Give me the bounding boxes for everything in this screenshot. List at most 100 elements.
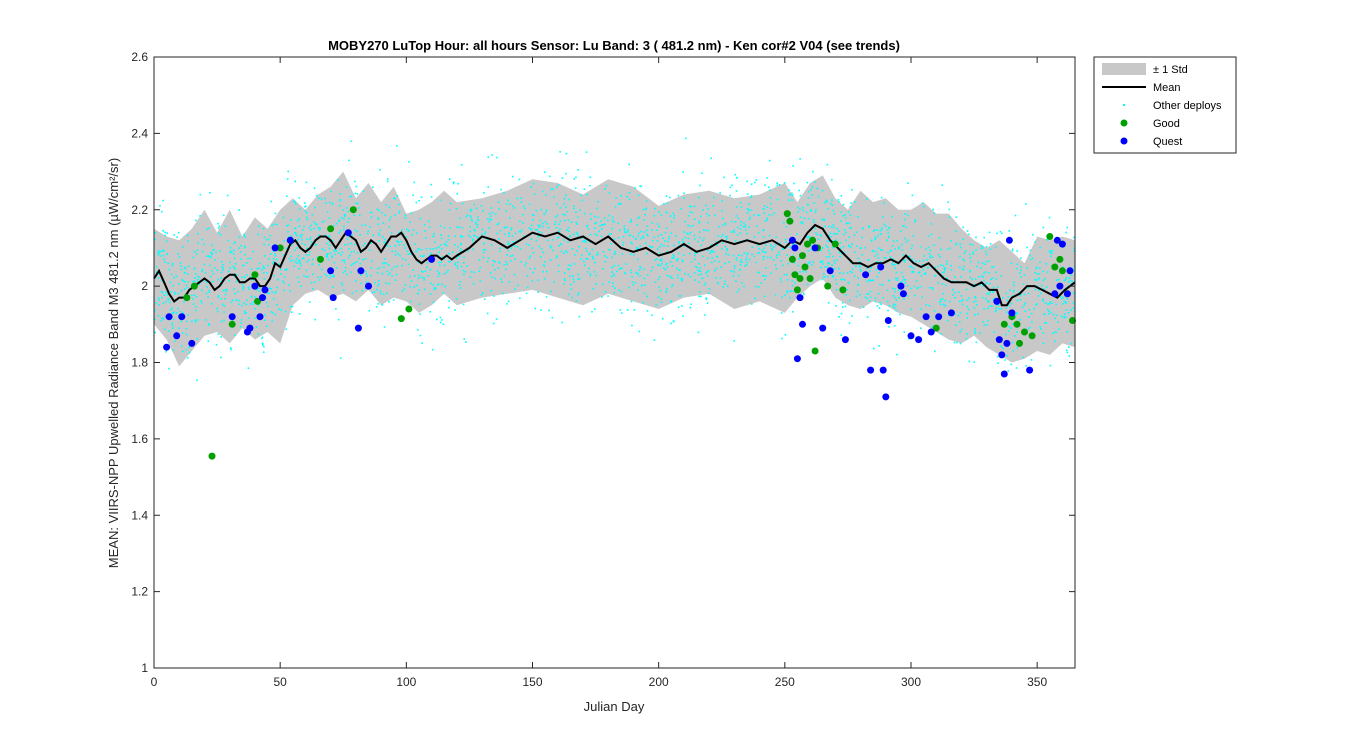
other-deploy-point xyxy=(693,234,695,237)
other-deploy-point xyxy=(660,214,663,216)
other-deploy-point xyxy=(710,250,712,253)
other-deploy-point xyxy=(603,217,606,219)
other-deploy-point xyxy=(197,319,199,321)
other-deploy-point xyxy=(494,213,497,215)
other-deploy-point xyxy=(163,294,166,296)
other-deploy-point xyxy=(628,192,631,194)
other-deploy-point xyxy=(674,235,677,237)
other-deploy-point xyxy=(264,314,266,316)
other-deploy-point xyxy=(667,245,669,247)
other-deploy-point xyxy=(920,274,923,277)
other-deploy-point xyxy=(912,234,915,237)
other-deploy-point xyxy=(842,272,845,275)
other-deploy-point xyxy=(726,248,728,250)
other-deploy-point xyxy=(213,267,216,269)
other-deploy-point xyxy=(874,255,877,257)
other-deploy-point xyxy=(383,241,385,243)
other-deploy-point xyxy=(758,214,761,217)
legend-marker-swatch xyxy=(1120,119,1128,127)
other-deploy-point xyxy=(647,274,649,276)
other-deploy-point xyxy=(1063,317,1065,319)
other-deploy-point xyxy=(746,232,748,235)
other-deploy-point xyxy=(981,296,984,299)
other-deploy-point xyxy=(470,216,472,219)
quest-point xyxy=(165,313,173,321)
other-deploy-point xyxy=(964,250,967,252)
other-deploy-point xyxy=(933,274,936,277)
other-deploy-point xyxy=(463,338,465,340)
other-deploy-point xyxy=(217,296,219,298)
other-deploy-point xyxy=(1035,267,1037,270)
other-deploy-point xyxy=(573,178,575,180)
other-deploy-point xyxy=(911,194,914,197)
other-deploy-point xyxy=(1073,250,1075,252)
other-deploy-point xyxy=(549,175,551,178)
other-deploy-point xyxy=(660,234,663,236)
other-deploy-point xyxy=(646,225,649,227)
other-deploy-point xyxy=(716,281,719,284)
other-deploy-point xyxy=(969,276,971,279)
other-deploy-point xyxy=(377,285,379,287)
other-deploy-point xyxy=(786,254,788,257)
other-deploy-point xyxy=(554,216,557,218)
other-deploy-point xyxy=(845,294,847,296)
other-deploy-point xyxy=(546,223,548,225)
other-deploy-point xyxy=(735,215,737,217)
other-deploy-point xyxy=(310,241,313,243)
other-deploy-point xyxy=(235,299,237,301)
other-deploy-point xyxy=(525,292,528,295)
other-deploy-point xyxy=(724,245,727,248)
other-deploy-point xyxy=(690,303,692,305)
other-deploy-point xyxy=(806,203,809,206)
other-deploy-point xyxy=(174,291,176,294)
other-deploy-point xyxy=(368,310,371,312)
other-deploy-point xyxy=(531,247,534,249)
other-deploy-point xyxy=(347,221,349,223)
other-deploy-point xyxy=(1011,295,1014,297)
other-deploy-point xyxy=(660,243,663,246)
other-deploys-series xyxy=(154,137,1076,382)
other-deploy-point xyxy=(563,283,565,285)
other-deploy-point xyxy=(216,269,218,271)
other-deploy-point xyxy=(250,295,253,297)
y-tick-label: 1.2 xyxy=(131,585,148,599)
other-deploy-point xyxy=(318,229,321,231)
other-deploy-point xyxy=(316,223,318,226)
other-deploy-point xyxy=(617,203,620,205)
other-deploy-point xyxy=(172,284,174,287)
other-deploy-point xyxy=(568,236,571,238)
other-deploy-point xyxy=(310,282,313,284)
other-deploy-point xyxy=(998,307,1000,310)
legend-label: Quest xyxy=(1153,136,1182,148)
other-deploy-point xyxy=(891,263,893,265)
quest-point xyxy=(246,324,254,332)
other-deploy-point xyxy=(1027,327,1030,330)
other-deploy-point xyxy=(308,227,311,229)
other-deploy-point xyxy=(521,229,523,231)
other-deploy-point xyxy=(318,264,320,266)
other-deploy-point xyxy=(415,250,417,252)
other-deploy-point xyxy=(294,233,297,235)
other-deploy-point xyxy=(932,288,934,291)
other-deploy-point xyxy=(896,353,898,356)
other-deploy-point xyxy=(1043,288,1045,290)
other-deploy-point xyxy=(602,223,605,226)
other-deploy-point xyxy=(825,244,827,247)
other-deploy-point xyxy=(698,222,701,224)
other-deploy-point xyxy=(900,230,902,232)
other-deploy-point xyxy=(449,227,451,229)
other-deploy-point xyxy=(345,266,347,269)
other-deploy-point xyxy=(762,258,765,261)
other-deploy-point xyxy=(504,227,507,229)
other-deploy-point xyxy=(824,266,826,268)
other-deploy-point xyxy=(637,247,640,250)
other-deploy-point xyxy=(250,257,252,260)
other-deploy-point xyxy=(902,276,905,278)
other-deploy-point xyxy=(1048,302,1051,305)
other-deploy-point xyxy=(729,270,732,272)
other-deploy-point xyxy=(661,258,663,261)
other-deploy-point xyxy=(567,241,569,243)
other-deploy-point xyxy=(353,243,356,246)
other-deploy-point xyxy=(592,258,595,260)
other-deploy-point xyxy=(305,211,308,214)
